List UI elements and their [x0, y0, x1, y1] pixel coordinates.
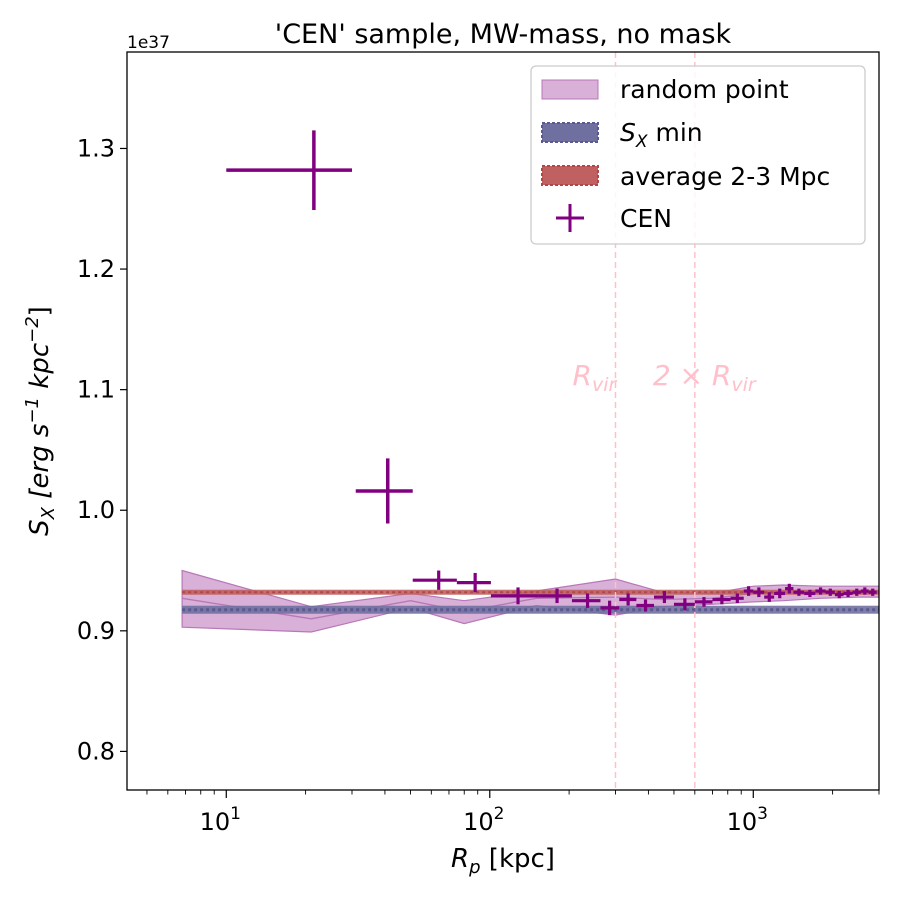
cen-point [804, 589, 816, 598]
cen-point [764, 592, 775, 602]
cen-point [815, 587, 826, 595]
x-label-symbol: R [451, 844, 469, 874]
legend-label-cen: CEN [620, 204, 672, 233]
chart-title: 'CEN' sample, MW-mass, no mask [275, 19, 732, 50]
cen-point [712, 594, 731, 605]
legend-sxmin-sub: X [635, 132, 648, 152]
legend: random point SX min average 2-3 Mpc CEN [530, 65, 866, 245]
y-offset-text: 1e37 [127, 33, 170, 53]
cen-point [852, 588, 861, 596]
plot-area [181, 52, 879, 790]
cen-point [654, 591, 674, 604]
cen-point [793, 588, 805, 596]
vline-labels: Rvir 2 × Rvir [572, 359, 756, 396]
cen-point [743, 586, 754, 596]
cen-series [226, 130, 877, 616]
x-label-subscript: p [468, 857, 480, 878]
y-axis-label: SX [erg s−1 kpc−2] [22, 306, 59, 536]
random-point-band [181, 569, 879, 633]
x-label-unit: [kpc] [481, 844, 555, 874]
x-tick-exp: 1 [230, 804, 241, 824]
cen-point [619, 593, 637, 606]
cen-point [226, 130, 352, 210]
legend-sxmin-text: min [648, 118, 703, 147]
x-tick-exp: 3 [757, 804, 768, 824]
vline-label-rvir: Rvir [572, 359, 617, 396]
vline-label-sub: vir [592, 374, 618, 396]
y-tick-label: 0.9 [77, 617, 115, 645]
y-tick-label: 1.0 [77, 496, 115, 524]
y-axis: 0.8 0.9 1.0 1.1 1.2 1.3 [77, 134, 127, 765]
y-tick-label: 0.8 [77, 737, 115, 765]
cen-point [825, 588, 835, 596]
y-label-unit-a: [erg s [25, 424, 55, 507]
y-tick-label: 1.2 [77, 255, 115, 283]
cen-point [774, 588, 786, 599]
y-label-subscript: X [38, 506, 59, 520]
legend-swatch-avg [541, 165, 599, 186]
x-tick-exp: 2 [494, 804, 505, 824]
legend-sxmin-symbol: S [620, 118, 636, 147]
x-axis: 101 102 103 [146, 790, 880, 836]
legend-label-sxmin: SX min [620, 118, 703, 152]
cen-point [673, 598, 695, 611]
y-label-exp-b: −2 [22, 316, 43, 343]
legend-swatch-cen [556, 204, 584, 232]
cen-point [730, 593, 744, 604]
legend-label-random: random point [620, 75, 789, 104]
x-tick-label: 102 [463, 804, 504, 836]
vline-label-main: R [572, 359, 591, 392]
legend-label-avg: average 2-3 Mpc [620, 162, 830, 191]
y-tick-label: 1.1 [77, 376, 115, 404]
cen-point [753, 587, 765, 598]
y-label-unit-b: kpc [25, 343, 55, 397]
y-tick-label: 1.3 [77, 134, 115, 162]
x-tick-base: 10 [463, 808, 494, 836]
cen-point [412, 570, 457, 590]
axes-frame [126, 51, 880, 791]
x-tick-base: 10 [200, 808, 231, 836]
y-label-symbol: S [25, 519, 55, 536]
cen-point [571, 593, 601, 608]
y-label-exp-a: −1 [22, 397, 43, 424]
vline-label-main: 2 × R [653, 359, 732, 392]
x-tick-label: 103 [727, 804, 768, 836]
cen-point [834, 591, 844, 599]
cen-point [490, 587, 539, 605]
cen-point [600, 600, 620, 616]
y-label-close: ] [25, 306, 55, 316]
cen-point [538, 588, 572, 604]
x-axis-label: Rp [kpc] [451, 844, 555, 878]
legend-swatch-sxmin [541, 122, 599, 143]
cen-point [868, 588, 877, 596]
legend-swatch-random [541, 79, 599, 100]
legend-box [530, 65, 866, 245]
cen-point [355, 458, 413, 524]
cen-point [860, 587, 869, 595]
x-tick-base: 10 [727, 808, 758, 836]
cen-point [694, 597, 713, 607]
x-tick-label: 101 [200, 804, 241, 836]
vline-label-sub: vir [731, 374, 757, 396]
cen-point [456, 572, 491, 593]
cen-point [843, 589, 853, 598]
cen-point [785, 583, 794, 594]
cen-point [636, 599, 655, 612]
vline-label-2rvir: 2 × Rvir [653, 359, 757, 396]
